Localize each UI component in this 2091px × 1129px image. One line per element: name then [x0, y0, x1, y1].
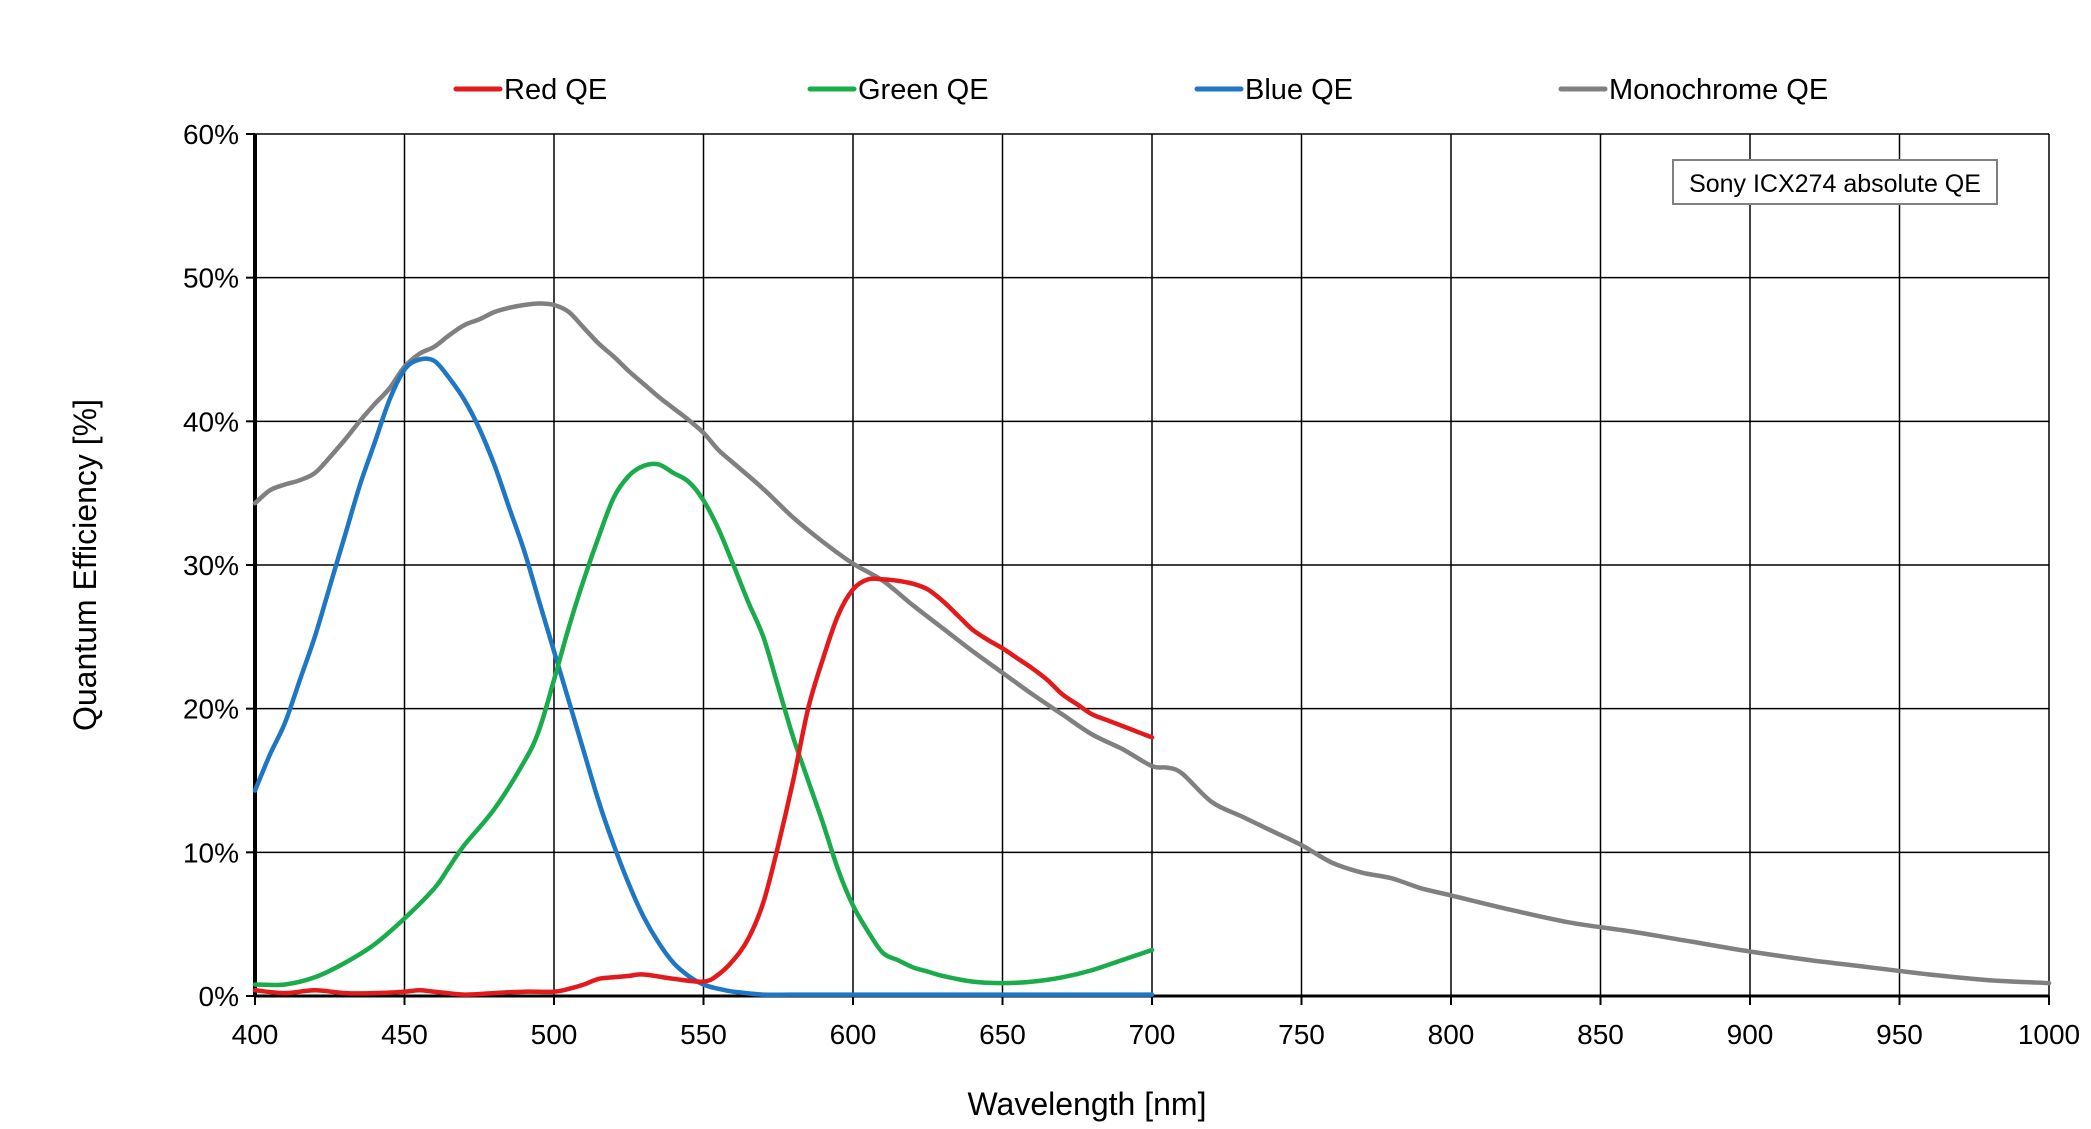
series-line-green-qe	[252, 461, 1155, 988]
x-tick-label: 550	[680, 1019, 727, 1050]
annotation-text: Sony ICX274 absolute QE	[1689, 170, 1981, 198]
y-tick-label: 60%	[183, 119, 239, 150]
x-tick-label: 750	[1278, 1019, 1325, 1050]
legend-label-green-qe: Green QE	[858, 74, 989, 106]
x-tick-label: 850	[1577, 1019, 1624, 1050]
x-tick-label: 1000	[2018, 1019, 2080, 1050]
series-layer	[252, 301, 2052, 998]
x-tick-label: 700	[1129, 1019, 1176, 1050]
x-tick-label: 600	[830, 1019, 877, 1050]
y-tick-label: 50%	[183, 263, 239, 294]
y-axis-title: Quantum Efficiency [%]	[67, 399, 103, 731]
y-tick-label: 0%	[199, 981, 239, 1012]
legend: Red QE Green QE Blue QE Monochrome QE	[453, 74, 1828, 106]
series-line-red-qe	[252, 576, 1155, 997]
legend-label-red-qe: Red QE	[504, 74, 607, 106]
x-tick-label: 400	[232, 1019, 279, 1050]
y-tick-label: 20%	[183, 694, 239, 725]
y-axis-ticks: 0% 10% 20% 30% 40% 50% 60%	[183, 119, 255, 1012]
legend-label-monochrome-qe: Monochrome QE	[1609, 74, 1828, 106]
x-tick-label: 800	[1428, 1019, 1475, 1050]
x-tick-label: 900	[1727, 1019, 1774, 1050]
annotation-border	[1672, 159, 1998, 205]
y-gridlines	[255, 133, 2049, 854]
x-tick-label: 450	[381, 1019, 428, 1050]
y-tick-label: 30%	[183, 550, 239, 581]
y-tick-label: 40%	[183, 406, 239, 437]
y-tick-label: 10%	[183, 837, 239, 868]
annotation-box: Sony ICX274 absolute QE	[1672, 159, 1998, 205]
x-axis-ticks: 400 450 500 550 600 650 700 750 800 850 900 950 1000	[232, 996, 2080, 1050]
x-axis-title: Wavelength [nm]	[968, 1086, 1207, 1122]
x-tick-label: 500	[531, 1019, 578, 1050]
series-line-monochrome-qe	[252, 301, 2052, 986]
x-tick-label: 950	[1876, 1019, 1923, 1050]
series-line-blue-qe	[252, 356, 1155, 998]
legend-label-blue-qe: Blue QE	[1245, 74, 1353, 106]
x-tick-label: 650	[979, 1019, 1026, 1050]
